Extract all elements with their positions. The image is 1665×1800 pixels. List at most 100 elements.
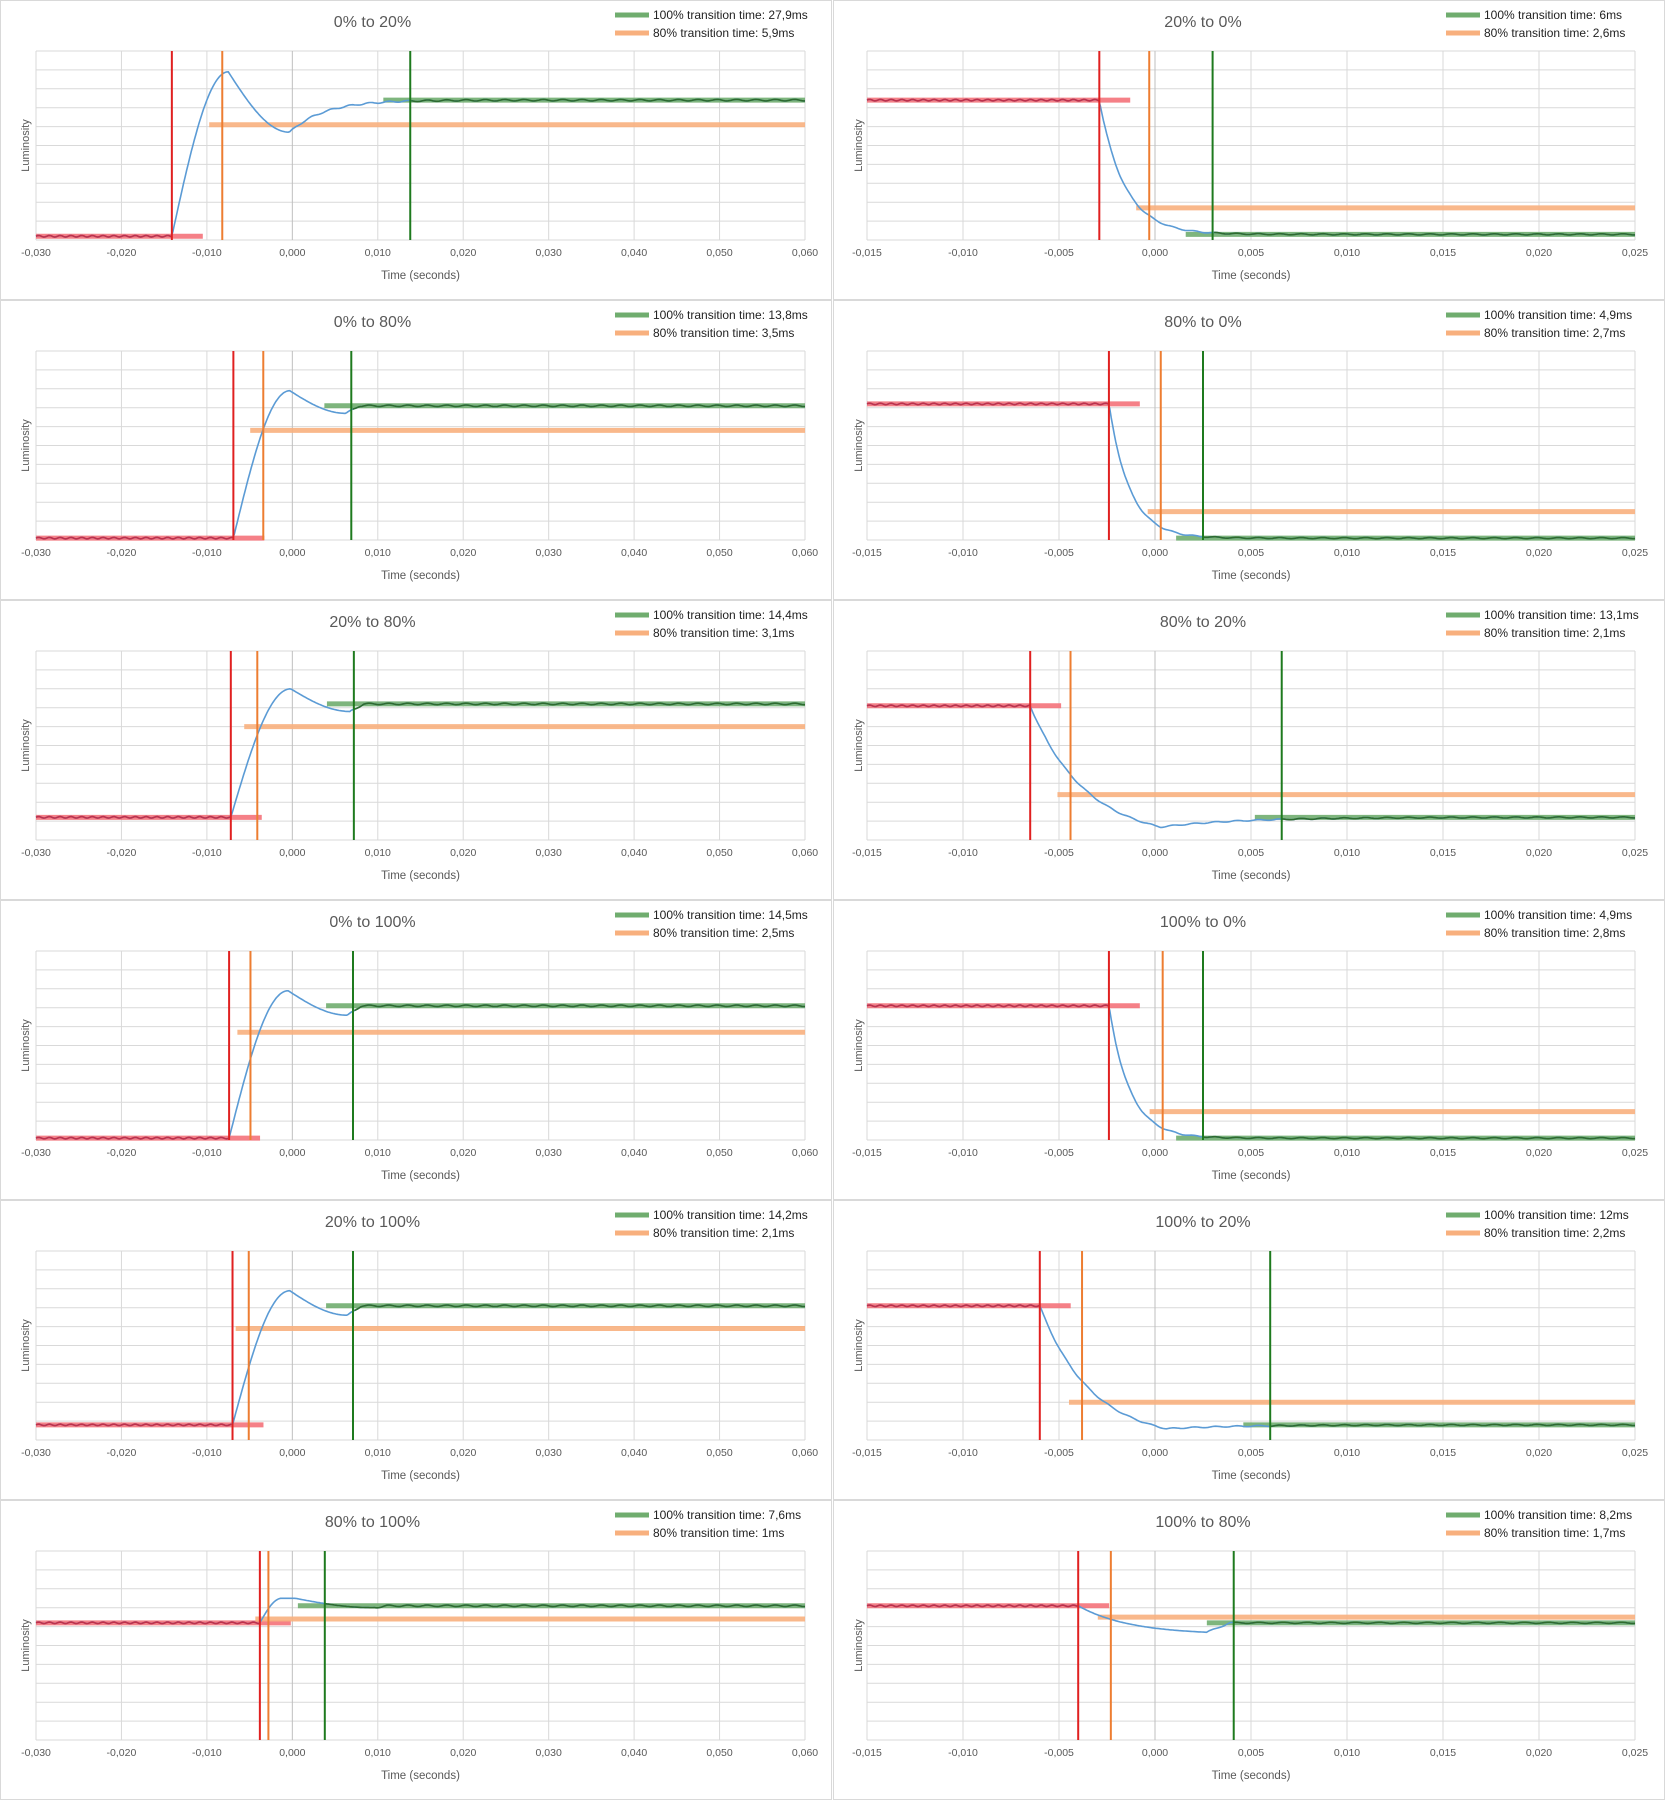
chart-panel: -0,015 -0,010 -0,005 0,000 0,005 0,010 0,015 0,…: [833, 1500, 1665, 1800]
legend-label-100: 100% transition time: 6ms: [1484, 8, 1622, 22]
x-tick-label: 0,040: [621, 1747, 647, 1759]
y-axis-label: Luminosity: [20, 419, 32, 472]
x-tick-label: 0,000: [1142, 1747, 1168, 1759]
x-tick-label: -0,005: [1044, 1147, 1074, 1159]
chart-svg: -0,030 -0,020 -0,010 0,000 0,010 0,020 0,030 0,…: [20, 1508, 818, 1782]
final-curve-segment: [1203, 1135, 1636, 1140]
x-tick-label: 0,005: [1238, 547, 1264, 559]
x-tick-label: 0,040: [621, 1147, 647, 1159]
x-axis-label: Time (seconds): [381, 1170, 460, 1182]
x-axis-label: Time (seconds): [381, 1770, 460, 1782]
x-tick-label: -0,005: [1044, 1747, 1074, 1759]
x-tick-label: 0,000: [1142, 1147, 1168, 1159]
x-tick-label: -0,030: [21, 547, 51, 559]
x-tick-label: 0,060: [792, 847, 818, 859]
y-axis-label: Luminosity: [20, 1619, 32, 1672]
legend-label-100: 100% transition time: 8,2ms: [1484, 1508, 1632, 1522]
x-tick-label: 0,015: [1430, 1747, 1456, 1759]
chart-title: 20% to 0%: [1164, 14, 1241, 31]
x-tick-label: 0,030: [536, 547, 562, 559]
chart-svg: -0,015 -0,010 -0,005 0,000 0,005 0,010 0,015 0,…: [852, 1208, 1648, 1482]
x-tick-label: 0,030: [536, 1447, 562, 1459]
x-tick-label: 0,025: [1622, 247, 1648, 259]
x-tick-label: 0,020: [1526, 1447, 1552, 1459]
y-axis-label: Luminosity: [20, 1019, 32, 1072]
legend-label-100: 100% transition time: 14,5ms: [653, 908, 808, 922]
legend-label-100: 100% transition time: 13,8ms: [653, 308, 808, 322]
x-tick-label: -0,020: [107, 247, 137, 259]
x-tick-label: 0,050: [706, 847, 732, 859]
x-tick-label: 0,020: [450, 547, 476, 559]
x-tick-label: 0,020: [1526, 1747, 1552, 1759]
chart-title: 0% to 20%: [334, 14, 411, 31]
y-axis-label: Luminosity: [20, 119, 32, 172]
legend-label-100: 100% transition time: 13,1ms: [1484, 608, 1639, 622]
x-tick-label: 0,060: [792, 247, 818, 259]
final-curve-segment: [1214, 231, 1635, 236]
legend: 100% transition time: 13,8ms 80% transiti…: [615, 308, 808, 340]
x-tick-label: -0,020: [107, 847, 137, 859]
x-tick-label: -0,015: [852, 847, 882, 859]
legend-label-80: 80% transition time: 2,8ms: [1484, 926, 1625, 940]
x-tick-label: 0,020: [1526, 547, 1552, 559]
x-tick-label: -0,010: [192, 847, 222, 859]
chart-title: 20% to 100%: [325, 1214, 420, 1231]
x-tick-label: 0,005: [1238, 1147, 1264, 1159]
horizontal-gridlines: [36, 650, 805, 841]
x-tick-label: 0,060: [792, 1747, 818, 1759]
chart-panel: -0,015 -0,010 -0,005 0,000 0,005 0,010 0,015 0,…: [833, 0, 1665, 300]
legend-label-80: 80% transition time: 2,1ms: [1484, 626, 1625, 640]
chart-svg: -0,015 -0,010 -0,005 0,000 0,005 0,010 0,015 0,…: [852, 308, 1648, 582]
x-tick-label: 0,030: [536, 1747, 562, 1759]
final-curve-segment: [354, 1304, 805, 1312]
x-tick-label: -0,030: [21, 847, 51, 859]
chart-panel: -0,030 -0,020 -0,010 0,000 0,010 0,020 0,030 0,…: [0, 900, 832, 1200]
x-tick-label: 0,005: [1238, 1447, 1264, 1459]
x-tick-labels: -0,030 -0,020 -0,010 0,000 0,010 0,020 0,030 0,…: [21, 1147, 818, 1159]
x-tick-label: 0,020: [450, 1747, 476, 1759]
x-tick-label: 0,050: [706, 1147, 732, 1159]
x-tick-label: 0,000: [1142, 847, 1168, 859]
final-curve-segment: [324, 1602, 805, 1609]
x-tick-label: 0,020: [1526, 247, 1552, 259]
vertical-gridlines: [35, 1551, 806, 1740]
chart-title: 100% to 20%: [1155, 1214, 1250, 1231]
x-tick-label: -0,020: [107, 547, 137, 559]
final-curve-segment: [1270, 1423, 1636, 1428]
horizontal-gridlines: [36, 950, 805, 1141]
x-tick-labels: -0,015 -0,010 -0,005 0,000 0,005 0,010 0,015 0,…: [852, 547, 1648, 559]
chart-panel: -0,030 -0,020 -0,010 0,000 0,010 0,020 0,030 0,…: [0, 300, 832, 600]
chart-panel: -0,030 -0,020 -0,010 0,000 0,010 0,020 0,030 0,…: [0, 0, 832, 300]
final-curve-segment: [352, 404, 805, 410]
legend-label-100: 100% transition time: 14,2ms: [653, 1208, 808, 1222]
x-tick-label: 0,050: [706, 247, 732, 259]
x-axis-label: Time (seconds): [381, 570, 460, 582]
x-tick-label: -0,010: [192, 1147, 222, 1159]
x-tick-labels: -0,030 -0,020 -0,010 0,000 0,010 0,020 0,030 0,…: [21, 547, 818, 559]
legend-label-80: 80% transition time: 5,9ms: [653, 26, 794, 40]
x-tick-label: -0,005: [1044, 547, 1074, 559]
legend: 100% transition time: 6ms 80% transition …: [1446, 8, 1625, 40]
vertical-gridlines: [866, 651, 1636, 840]
x-tick-labels: -0,030 -0,020 -0,010 0,000 0,010 0,020 0,030 0,…: [21, 247, 818, 259]
legend: 100% transition time: 7,6ms 80% transitio…: [615, 1508, 801, 1540]
x-tick-labels: -0,015 -0,010 -0,005 0,000 0,005 0,010 0,015 0,…: [852, 1747, 1648, 1759]
initial-curve-segment: [35, 234, 172, 238]
chart-title: 20% to 80%: [329, 614, 415, 631]
x-tick-label: 0,010: [1334, 547, 1360, 559]
x-tick-label: 0,015: [1430, 547, 1456, 559]
x-tick-label: 0,030: [536, 247, 562, 259]
x-axis-label: Time (seconds): [1212, 870, 1291, 882]
x-tick-label: 0,015: [1430, 1147, 1456, 1159]
luminosity-curve: [35, 70, 805, 238]
chart-title: 0% to 100%: [329, 914, 415, 931]
x-tick-label: 0,050: [706, 547, 732, 559]
x-tick-label: -0,010: [948, 1447, 978, 1459]
x-tick-label: -0,015: [852, 1447, 882, 1459]
initial-curve-segment: [35, 1621, 260, 1625]
x-tick-label: 0,010: [1334, 1447, 1360, 1459]
x-axis-label: Time (seconds): [381, 870, 460, 882]
x-tick-label: 0,020: [450, 1147, 476, 1159]
x-tick-label: -0,010: [192, 1747, 222, 1759]
legend-label-100: 100% transition time: 7,6ms: [653, 1508, 801, 1522]
